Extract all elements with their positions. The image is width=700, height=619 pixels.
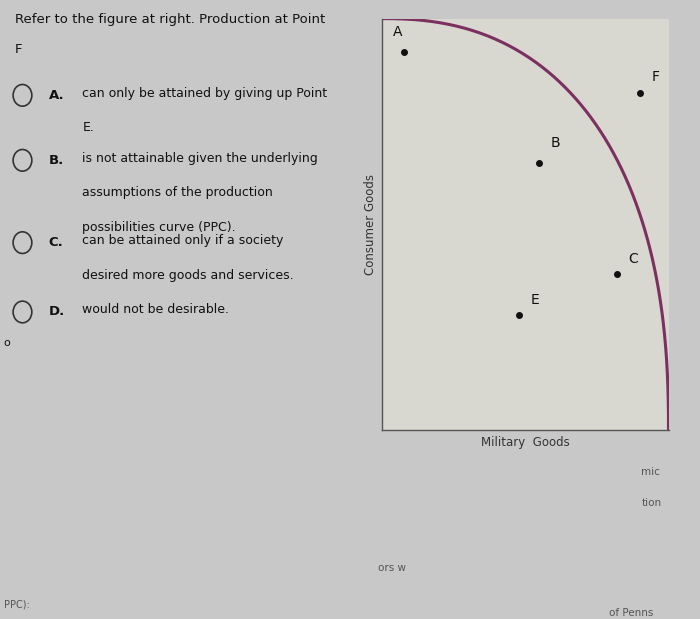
Text: B.: B. [49, 154, 64, 167]
Text: is not attainable given the underlying: is not attainable given the underlying [83, 152, 318, 165]
Text: D.: D. [49, 305, 65, 319]
Text: mic: mic [641, 467, 660, 477]
Text: ors w: ors w [378, 563, 406, 573]
Text: A.: A. [49, 89, 64, 102]
Text: B: B [551, 136, 561, 150]
Text: can be attained only if a society: can be attained only if a society [83, 234, 284, 247]
Text: E: E [531, 293, 540, 306]
Text: C.: C. [49, 236, 64, 249]
Text: tion: tion [641, 498, 662, 508]
Text: assumptions of the production: assumptions of the production [83, 186, 273, 199]
Text: C: C [629, 251, 638, 266]
Text: o: o [4, 338, 10, 348]
Text: A: A [393, 25, 402, 39]
Text: would not be desirable.: would not be desirable. [83, 303, 230, 316]
Text: can only be attained by giving up Point: can only be attained by giving up Point [83, 87, 328, 100]
Text: PPC):: PPC): [4, 600, 29, 610]
Text: F: F [15, 43, 22, 56]
Y-axis label: Consumer Goods: Consumer Goods [364, 174, 377, 275]
Text: desired more goods and services.: desired more goods and services. [83, 269, 294, 282]
Text: E.: E. [83, 121, 94, 134]
Text: Refer to the figure at right. Production at Point: Refer to the figure at right. Production… [15, 13, 326, 26]
Text: of Penns: of Penns [609, 608, 653, 618]
Text: possibilities curve (PPC).: possibilities curve (PPC). [83, 221, 236, 234]
X-axis label: Military  Goods: Military Goods [481, 436, 569, 449]
Text: F: F [651, 71, 659, 84]
